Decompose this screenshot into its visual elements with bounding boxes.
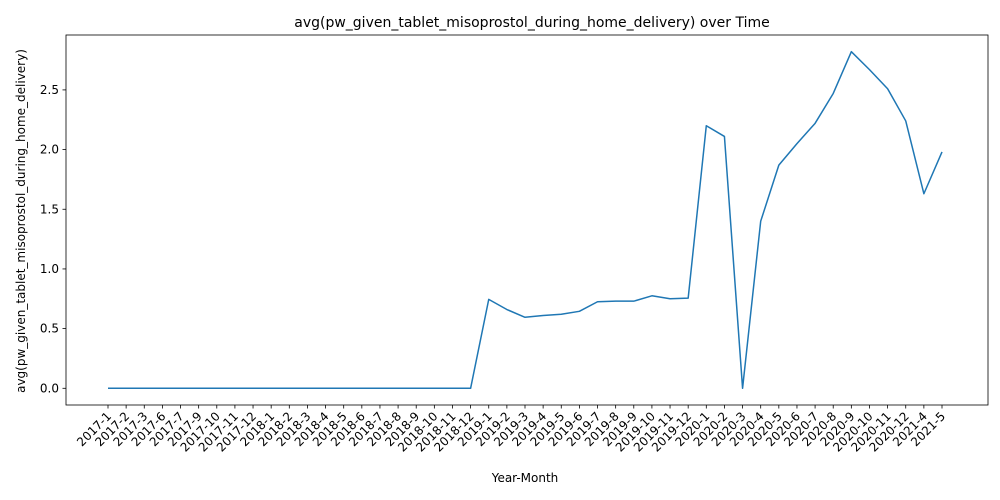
y-tick-label: 0.0	[40, 381, 59, 395]
y-tick-label: 1.0	[40, 262, 59, 276]
y-tick-label: 1.5	[40, 202, 59, 216]
y-tick-label: 2.5	[40, 83, 59, 97]
series-line	[108, 50, 943, 390]
y-axis-title: avg(pw_given_tablet_misoprostol_during_h…	[14, 49, 28, 393]
y-tick-label: 0.5	[40, 322, 59, 336]
x-axis-title: Year-Month	[491, 471, 559, 485]
x-axis: 2017-12017-22017-32017-62017-72017-92017…	[74, 405, 948, 455]
chart-title: avg(pw_given_tablet_misoprostol_during_h…	[294, 15, 770, 31]
plot-frame	[65, 34, 989, 406]
y-tick-label: 2.0	[40, 143, 59, 157]
y-axis: 0.0 0.5 1.0 1.5 2.0 2.5	[40, 83, 66, 395]
